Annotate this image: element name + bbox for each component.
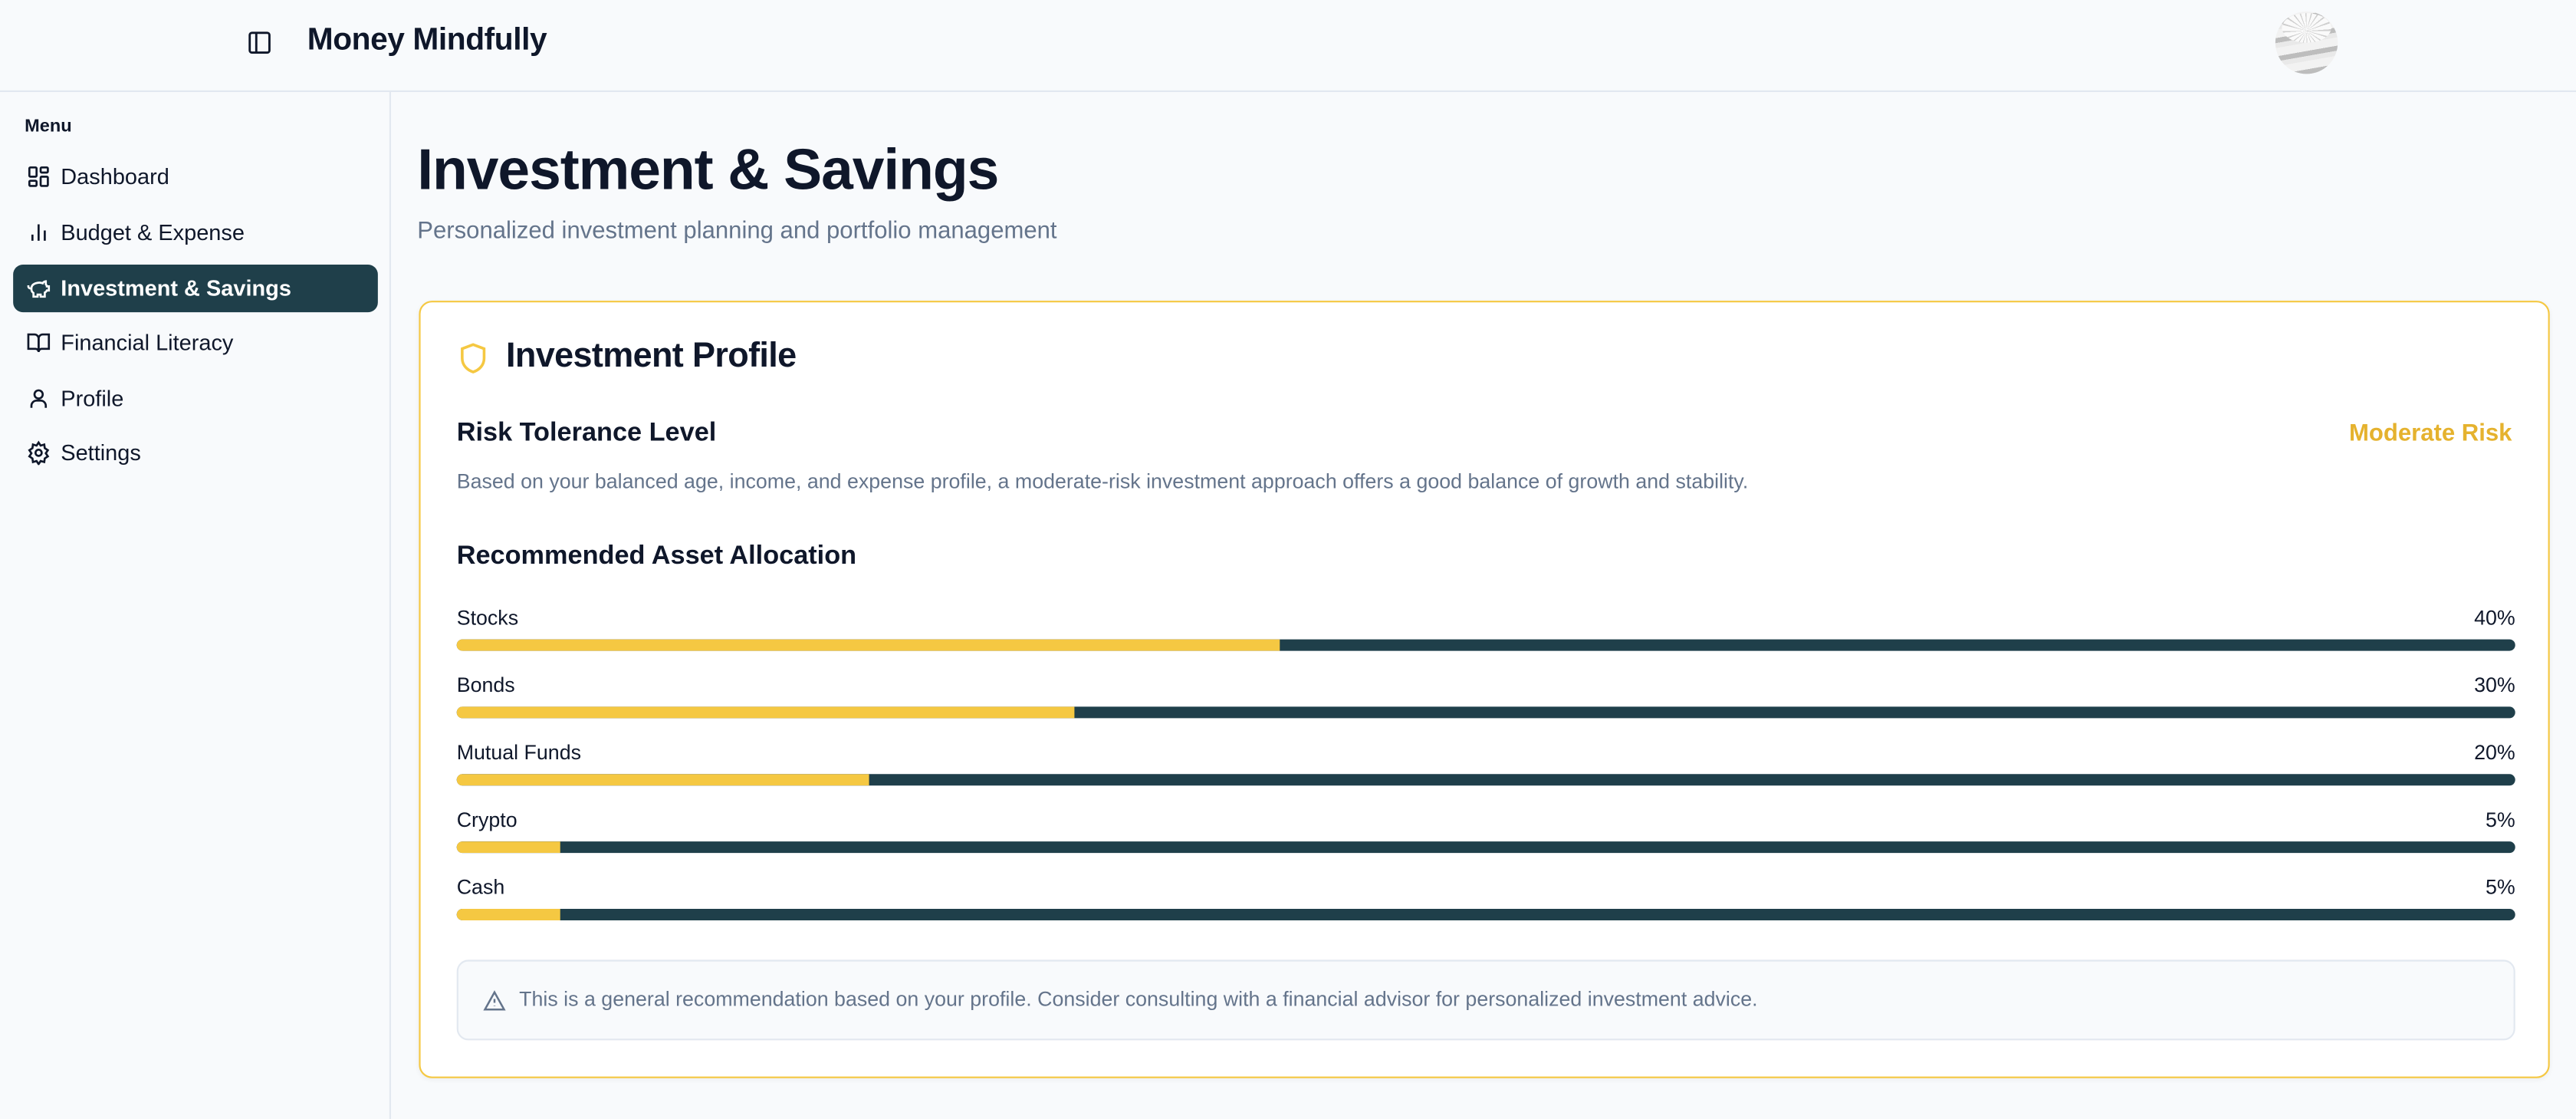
warning-icon: [483, 990, 506, 1011]
card-title: Investment Profile: [506, 337, 797, 375]
sidebar-item-label: Financial Literacy: [61, 330, 234, 355]
allocation-bar: [456, 706, 2515, 719]
sidebar-item-label: Profile: [61, 386, 124, 411]
risk-description: Based on your balanced age, income, and …: [456, 469, 1749, 493]
allocation-percent: 5%: [2485, 808, 2515, 832]
allocation-heading: Recommended Asset Allocation: [456, 542, 857, 571]
allocation-row: Stocks 40%: [456, 606, 2515, 663]
app-title: Money Mindfully: [307, 23, 547, 58]
allocation-bar: [456, 639, 2515, 651]
sidebar-item-financial-literacy[interactable]: Financial Literacy: [13, 319, 378, 367]
allocation-bar-fill: [456, 774, 869, 786]
sidebar-item-label: Settings: [61, 440, 141, 466]
allocation-bar-fill: [456, 639, 1280, 651]
avatar[interactable]: [2275, 12, 2338, 74]
user-icon: [30, 389, 48, 408]
allocation-row: Mutual Funds 20%: [456, 741, 2515, 797]
investment-profile-card: Investment Profile Risk Tolerance Level …: [419, 301, 2550, 1078]
shield-icon: [461, 343, 486, 374]
risk-level-badge: Moderate Risk: [2349, 420, 2512, 447]
disclaimer-text: This is a general recommendation based o…: [519, 987, 1758, 1011]
allocation-bar: [456, 774, 2515, 786]
allocation-label: Cash: [456, 876, 505, 900]
allocation-bar: [456, 841, 2515, 854]
bar-chart-icon: [31, 224, 46, 241]
allocation-label: Bonds: [456, 673, 515, 697]
sidebar-item-label: Budget & Expense: [61, 220, 245, 245]
allocation-label: Stocks: [456, 606, 519, 630]
allocation-row: Crypto 5%: [456, 808, 2515, 864]
allocation-label: Crypto: [456, 808, 518, 832]
sidebar-item-profile[interactable]: Profile: [13, 375, 378, 423]
allocation-percent: 20%: [2474, 741, 2515, 765]
disclaimer-note: This is a general recommendation based o…: [456, 959, 2515, 1041]
sidebar-item-investment[interactable]: Investment & Savings: [13, 265, 378, 313]
sidebar-item-dashboard[interactable]: Dashboard: [13, 153, 378, 200]
allocation-bar-fill: [456, 909, 560, 920]
allocation-percent: 40%: [2474, 606, 2515, 630]
sidebar-item-settings[interactable]: Settings: [13, 429, 378, 476]
allocation-percent: 30%: [2474, 673, 2515, 697]
sidebar-item-label: Investment & Savings: [61, 276, 291, 301]
allocation-bar-fill: [456, 841, 560, 854]
gear-icon: [28, 440, 50, 466]
risk-tolerance-heading: Risk Tolerance Level: [456, 419, 717, 447]
allocation-bar: [456, 909, 2515, 920]
sidebar: Menu Dashboard Budget & Expense Investme…: [0, 92, 391, 1119]
book-open-icon: [27, 333, 51, 353]
allocation-percent: 5%: [2485, 876, 2515, 900]
sidebar-item-label: Dashboard: [61, 164, 169, 189]
allocation-bar-fill: [456, 706, 1075, 719]
page-title: Investment & Savings: [417, 138, 999, 202]
allocation-row: Cash 5%: [456, 876, 2515, 932]
allocation-label: Mutual Funds: [456, 741, 582, 765]
allocation-row: Bonds 30%: [456, 673, 2515, 730]
page-subtitle: Personalized investment planning and por…: [417, 219, 1057, 245]
menu-label: Menu: [25, 117, 72, 137]
top-header: Money Mindfully: [0, 0, 2576, 92]
panel-left-icon[interactable]: [246, 30, 272, 56]
piggy-bank-icon: [27, 280, 51, 298]
sidebar-item-budget[interactable]: Budget & Expense: [13, 209, 378, 256]
dashboard-icon: [28, 166, 49, 187]
